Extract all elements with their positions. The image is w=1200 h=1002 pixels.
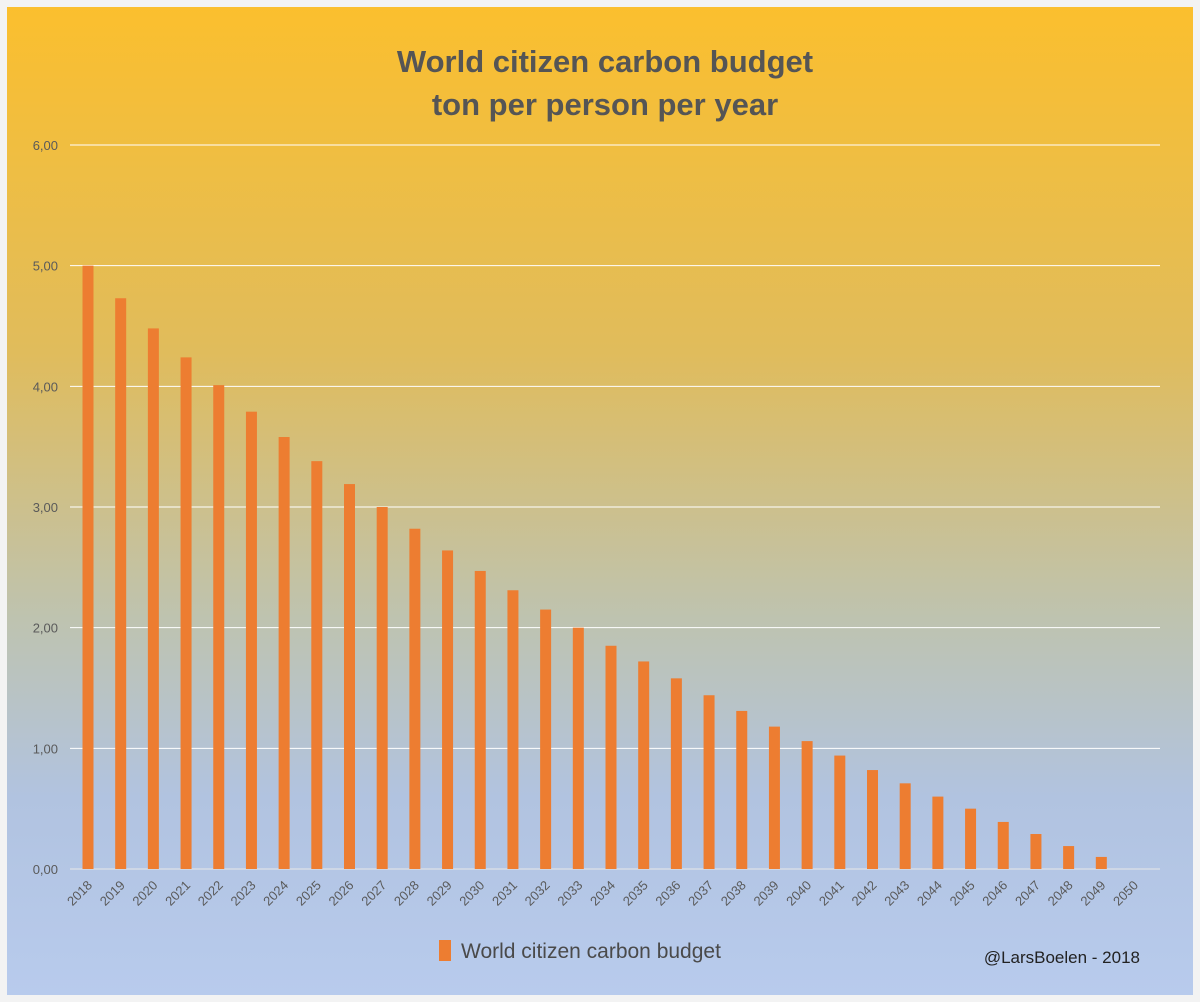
- bar-2023: [245, 411, 257, 869]
- bar-2019: [115, 298, 127, 869]
- bar-2039: [768, 726, 780, 869]
- y-tick-label: 0,00: [33, 862, 58, 877]
- bar-2024: [278, 437, 290, 869]
- bar-2028: [409, 528, 421, 869]
- legend-label: World citizen carbon budget: [461, 940, 721, 963]
- legend-swatch: [439, 940, 451, 961]
- bar-2022: [213, 385, 225, 869]
- chart-title-line-2: ton per person per year: [432, 87, 778, 122]
- bar-2025: [311, 461, 323, 869]
- bar-2047: [1030, 834, 1042, 869]
- chart-background: [7, 7, 1193, 995]
- bar-2048: [1063, 846, 1075, 869]
- y-axis: 0,00 1,00 2,00 3,00 4,00 5,00 6,00: [33, 138, 58, 877]
- bar-2037: [703, 695, 715, 869]
- y-tick-label: 1,00: [33, 741, 58, 756]
- bar-2038: [736, 710, 748, 869]
- bar-2049: [1095, 856, 1107, 869]
- y-tick-label: 2,00: [33, 621, 58, 636]
- bar-2035: [638, 661, 650, 869]
- bar-2020: [147, 328, 159, 869]
- bar-2032: [540, 609, 552, 869]
- bar-2040: [801, 741, 813, 869]
- bar-2030: [474, 570, 486, 869]
- y-tick-label: 4,00: [33, 379, 58, 394]
- bar-2036: [670, 678, 682, 869]
- bar-2027: [376, 507, 388, 869]
- bar-2043: [899, 783, 911, 869]
- bar-2031: [507, 590, 519, 869]
- bar-2041: [834, 755, 846, 869]
- bar-2034: [605, 645, 617, 869]
- y-tick-label: 6,00: [33, 138, 58, 153]
- bar-2044: [932, 796, 944, 869]
- bar-2033: [572, 627, 584, 869]
- y-tick-label: 5,00: [33, 259, 58, 274]
- legend: World citizen carbon budget: [439, 940, 721, 963]
- bar-2029: [442, 550, 454, 869]
- bar-series: [82, 265, 1107, 870]
- bar-2045: [965, 808, 977, 869]
- y-tick-label: 3,00: [33, 500, 58, 515]
- bar-2046: [997, 821, 1009, 869]
- credit-text: @LarsBoelen - 2018: [984, 948, 1140, 967]
- bar-2026: [344, 484, 355, 869]
- bar-2018: [82, 265, 94, 870]
- chart-title-line-1: World citizen carbon budget: [397, 44, 813, 79]
- bar-2021: [180, 357, 192, 869]
- bar-2042: [867, 770, 878, 869]
